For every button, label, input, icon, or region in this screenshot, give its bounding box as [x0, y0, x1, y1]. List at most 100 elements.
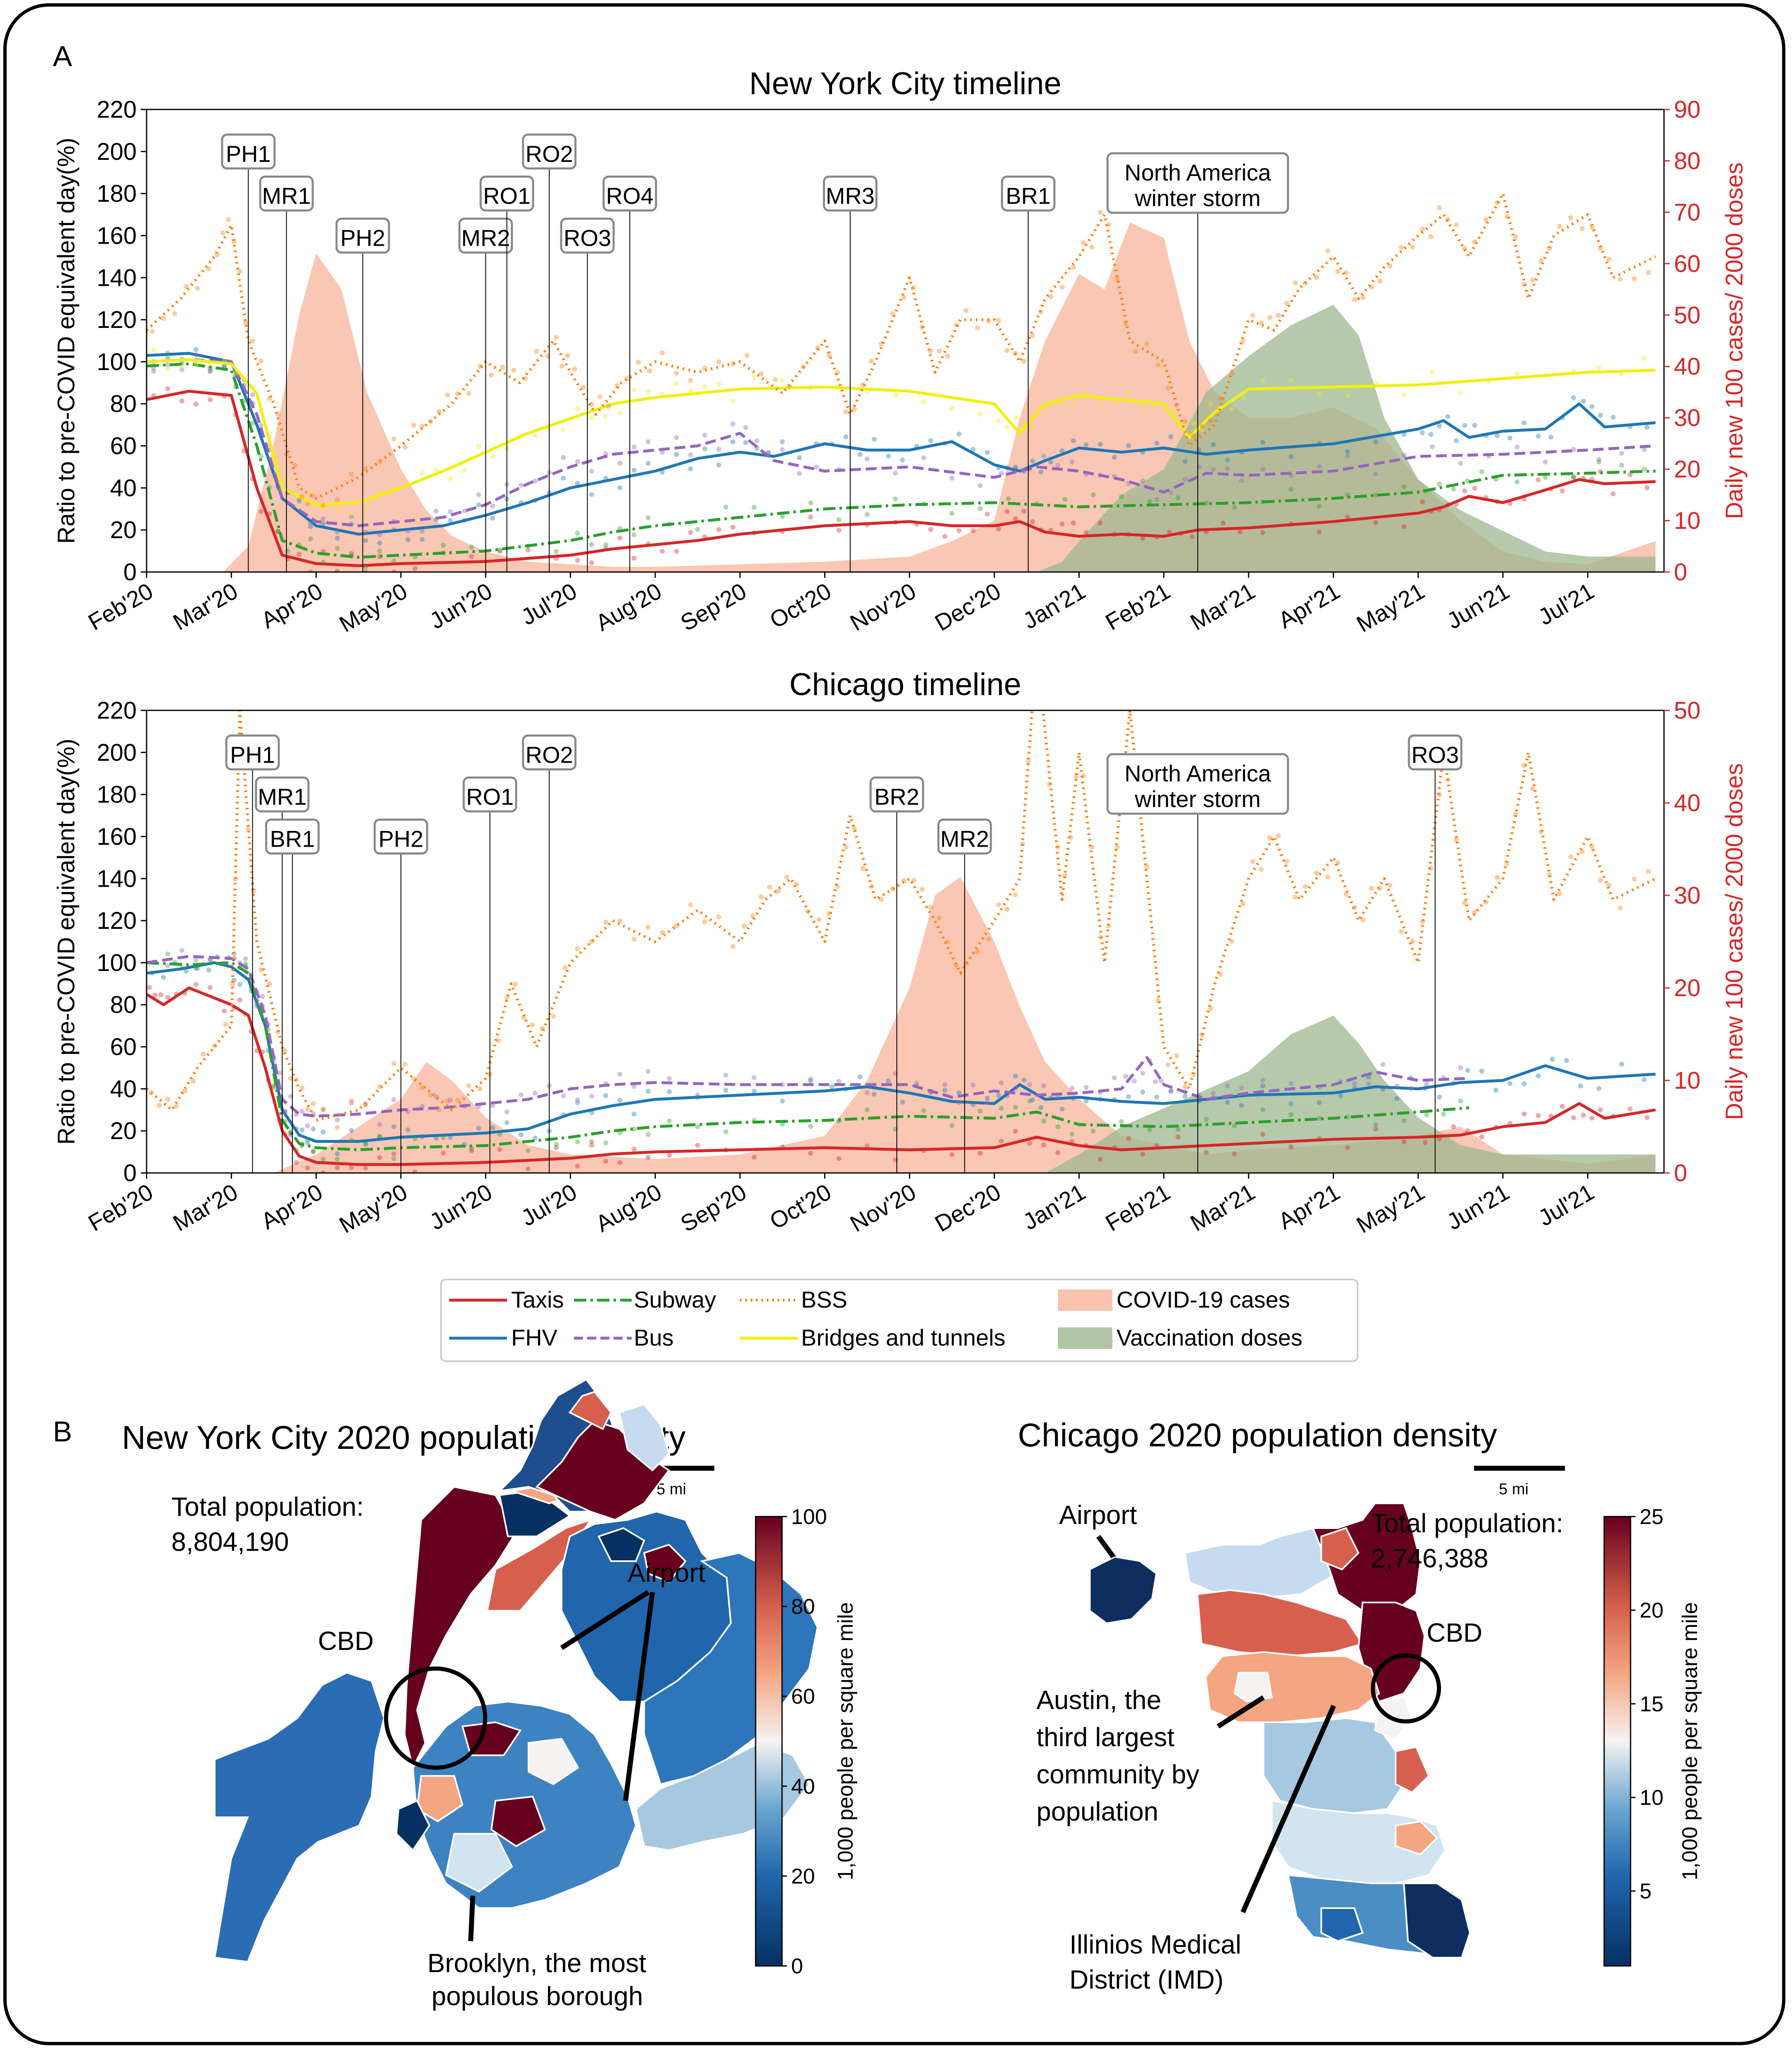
event-label: winter storm [1134, 185, 1261, 211]
point-fhv [1126, 443, 1131, 449]
point-taxis [1401, 1139, 1407, 1144]
point-bridges [448, 476, 453, 481]
event-box [335, 217, 390, 254]
point-fhv [1522, 1081, 1527, 1087]
point-bridges [1317, 392, 1322, 397]
point-bridges [1126, 389, 1131, 395]
chicago-cbd-label: CBD [1427, 1618, 1482, 1647]
point-bus [1380, 1062, 1386, 1067]
area-layer [147, 877, 1656, 1173]
point-fhv [858, 1074, 863, 1080]
point-bss [1013, 892, 1018, 897]
point-subway [723, 1129, 728, 1135]
point-taxis [575, 558, 580, 563]
point-bus [420, 529, 425, 534]
point-taxis [258, 509, 264, 514]
point-subway [949, 510, 955, 516]
x-tick-label: Jun'20 [425, 1179, 496, 1235]
point-subway [1147, 1127, 1152, 1132]
y2-tick-label: 60 [1674, 250, 1701, 277]
y2-tick-label: 10 [1674, 508, 1701, 534]
point-taxis [1260, 530, 1266, 535]
point-subway [977, 506, 983, 511]
point-fhv [631, 468, 637, 473]
point-bss [1617, 905, 1623, 911]
y-tick-label: 40 [110, 1075, 137, 1102]
point-bss [237, 268, 242, 274]
point-bus [723, 1072, 728, 1078]
point-bss [488, 372, 494, 377]
event-box [602, 176, 657, 212]
point-bus [391, 1097, 396, 1102]
nyc-scale-label: 5 mi [657, 1481, 686, 1498]
point-fhv [1598, 413, 1603, 418]
point-subway [1175, 1127, 1180, 1132]
point-bus [1401, 453, 1407, 458]
point-subway [893, 496, 898, 501]
point-subway [695, 527, 700, 532]
chicago-map-title: Chicago 2020 population density [1018, 1417, 1497, 1453]
colorbar-tick-label: 80 [791, 1595, 815, 1619]
point-fhv [476, 1125, 481, 1131]
point-fhv [603, 1093, 609, 1098]
point-bss [282, 1048, 288, 1054]
staten-island [213, 1671, 385, 1963]
point-taxis [1041, 1142, 1046, 1147]
point-taxis [497, 1147, 503, 1152]
point-bss [1325, 874, 1330, 880]
point-fhv [702, 446, 707, 451]
nyc-brooklyn-label-2: populous borough [431, 1981, 643, 2011]
point-fhv [490, 515, 495, 521]
point-fhv [829, 1084, 834, 1089]
point-bus [179, 367, 185, 372]
point-bss [1598, 878, 1603, 883]
point-subway [695, 1124, 700, 1130]
point-subway [308, 536, 313, 541]
point-taxis [1560, 1104, 1565, 1109]
point-taxis [970, 528, 976, 533]
point-fhv [688, 466, 693, 472]
event-box [823, 176, 878, 212]
point-bss [305, 501, 311, 507]
point-taxis [294, 1160, 299, 1165]
point-bridges [603, 414, 609, 420]
event-box [462, 776, 517, 813]
point-subway [1006, 496, 1011, 501]
point-subway [1479, 469, 1484, 475]
point-bss [1106, 222, 1112, 227]
point-subway [554, 1142, 559, 1147]
point-bss [1031, 672, 1036, 677]
point-fhv [405, 1127, 411, 1132]
point-subway [1436, 481, 1442, 487]
point-bss [156, 1103, 162, 1108]
point-bss [1004, 348, 1010, 353]
point-bus [1394, 1083, 1400, 1089]
south-pocket [1320, 1907, 1364, 1942]
point-taxis [1436, 1137, 1442, 1142]
point-subway [441, 543, 446, 548]
point-bus [1041, 453, 1046, 459]
point-bus [258, 423, 264, 428]
point-bridges [308, 489, 313, 495]
point-subway [1288, 1112, 1294, 1118]
point-bss [1133, 349, 1138, 354]
point-bss [1505, 861, 1510, 866]
point-bss [1275, 313, 1281, 318]
point-bus [667, 1076, 672, 1081]
legend-fhv: FHV [511, 1325, 558, 1351]
nyc-colorbar [755, 1516, 783, 1967]
colorbar-tick-label: 10 [1640, 1786, 1664, 1810]
x-tick-label: Oct'20 [765, 1179, 835, 1234]
point-fhv [1445, 414, 1451, 419]
point-bss [559, 363, 565, 369]
event-box [479, 176, 534, 212]
point-taxis [575, 1163, 580, 1169]
point-taxis [865, 1143, 870, 1149]
y2-tick-label: 20 [1674, 456, 1701, 483]
south-side [1271, 1799, 1446, 1884]
point-bus [532, 478, 538, 484]
point-taxis [1190, 534, 1195, 539]
point-fhv [645, 461, 651, 466]
point-taxis [271, 1085, 276, 1090]
point-bus [695, 1092, 700, 1098]
